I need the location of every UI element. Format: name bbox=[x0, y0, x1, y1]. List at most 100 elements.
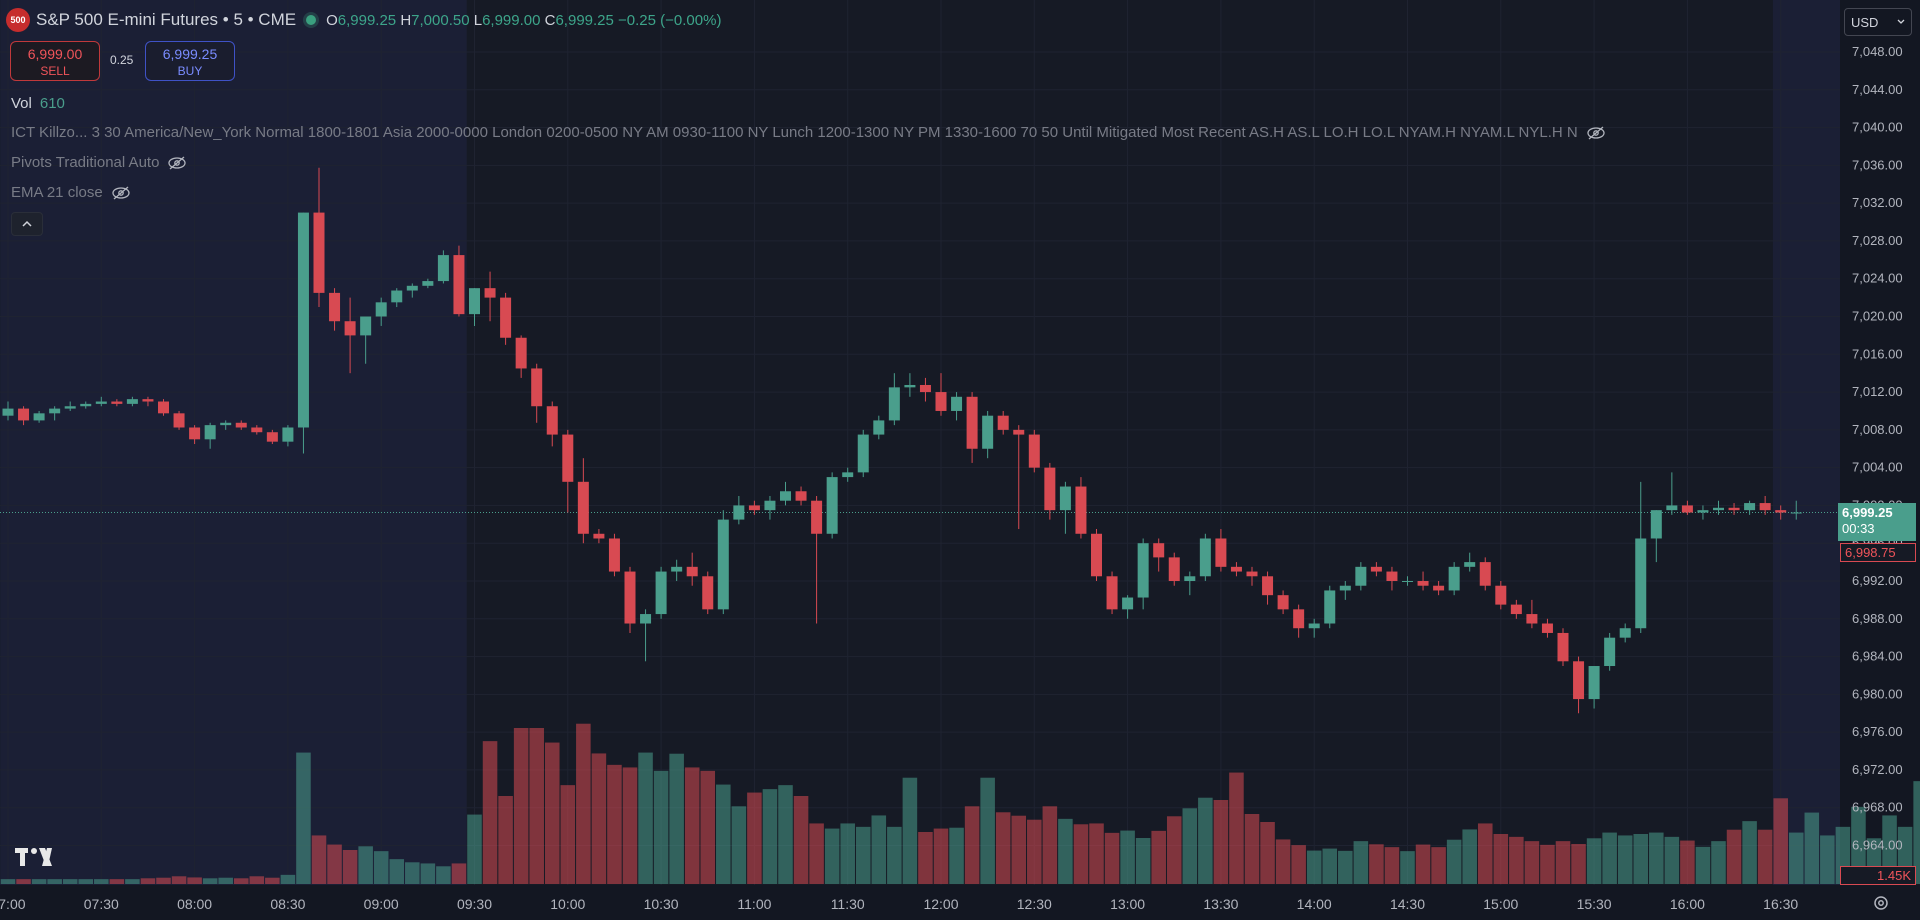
candle-body[interactable] bbox=[1106, 576, 1118, 610]
candle-body[interactable] bbox=[220, 422, 232, 426]
candle-body[interactable] bbox=[1339, 585, 1351, 591]
candle-body[interactable] bbox=[748, 505, 760, 511]
candle-body[interactable] bbox=[1681, 505, 1693, 513]
candle-body[interactable] bbox=[982, 415, 994, 449]
candle-body[interactable] bbox=[1759, 503, 1771, 511]
candle-body[interactable] bbox=[1526, 614, 1538, 624]
candle-body[interactable] bbox=[344, 321, 356, 336]
candle-body[interactable] bbox=[717, 519, 729, 610]
candle-body[interactable] bbox=[158, 401, 169, 414]
candle-body[interactable] bbox=[1153, 543, 1165, 558]
candle-body[interactable] bbox=[1417, 581, 1429, 586]
candle-body[interactable] bbox=[391, 290, 403, 303]
candle-body[interactable] bbox=[1091, 533, 1102, 577]
candle-body[interactable] bbox=[204, 425, 216, 440]
candle-body[interactable] bbox=[1604, 637, 1616, 667]
gear-icon[interactable] bbox=[1872, 894, 1890, 912]
collapse-indicators-button[interactable] bbox=[11, 212, 43, 236]
indicator-ict-killzones[interactable]: ICT Killzo... 3 30 America/New_York Norm… bbox=[11, 124, 1606, 141]
candle-body[interactable] bbox=[1199, 538, 1211, 577]
candle-body[interactable] bbox=[64, 406, 76, 409]
candle-body[interactable] bbox=[33, 413, 45, 421]
candle-body[interactable] bbox=[453, 255, 465, 315]
candle-body[interactable] bbox=[904, 384, 916, 388]
candle-body[interactable] bbox=[375, 302, 387, 317]
symbol-logo[interactable]: 500 bbox=[6, 8, 30, 32]
candle-body[interactable] bbox=[1277, 595, 1289, 610]
candle-body[interactable] bbox=[1355, 566, 1367, 586]
candle-body[interactable] bbox=[1713, 507, 1724, 511]
candle-body[interactable] bbox=[469, 288, 480, 315]
candle-body[interactable] bbox=[1697, 510, 1709, 513]
candle-body[interactable] bbox=[888, 387, 900, 421]
candle-body[interactable] bbox=[313, 212, 325, 293]
sell-button[interactable]: 6,999.00 SELL bbox=[10, 41, 100, 81]
candle-body[interactable] bbox=[562, 434, 574, 482]
candle-body[interactable] bbox=[49, 408, 61, 414]
candle-body[interactable] bbox=[655, 571, 667, 615]
candle-body[interactable] bbox=[1293, 609, 1305, 629]
candle-body[interactable] bbox=[1541, 623, 1553, 633]
candle-body[interactable] bbox=[1137, 543, 1149, 598]
candle-body[interactable] bbox=[1464, 562, 1476, 567]
candle-body[interactable] bbox=[857, 434, 869, 473]
candle-body[interactable] bbox=[873, 420, 885, 435]
candle-body[interactable] bbox=[826, 477, 838, 534]
candle-body[interactable] bbox=[733, 505, 745, 520]
candle-body[interactable] bbox=[1573, 661, 1585, 700]
candle-body[interactable] bbox=[1402, 581, 1413, 582]
candle-body[interactable] bbox=[1215, 538, 1227, 567]
candle-body[interactable] bbox=[329, 292, 341, 322]
symbol-title[interactable]: S&P 500 E-mini Futures • 5 • CME bbox=[36, 10, 297, 29]
candle-body[interactable] bbox=[1013, 429, 1025, 435]
hidden-eye-icon[interactable] bbox=[167, 156, 187, 170]
candle-body[interactable] bbox=[1744, 503, 1756, 511]
candle-body[interactable] bbox=[1122, 597, 1134, 610]
candle-body[interactable] bbox=[1324, 590, 1336, 624]
candle-body[interactable] bbox=[1075, 486, 1087, 534]
candle-body[interactable] bbox=[1230, 566, 1242, 572]
candle-body[interactable] bbox=[919, 384, 931, 393]
candle-body[interactable] bbox=[531, 368, 543, 407]
hidden-eye-icon[interactable] bbox=[1586, 126, 1606, 140]
candle-body[interactable] bbox=[966, 396, 978, 449]
candle-body[interactable] bbox=[1650, 510, 1662, 539]
candle-body[interactable] bbox=[297, 212, 309, 428]
hidden-eye-icon[interactable] bbox=[111, 186, 131, 200]
candle-body[interactable] bbox=[1184, 576, 1196, 581]
indicator-ema[interactable]: EMA 21 close bbox=[11, 184, 131, 201]
candle-body[interactable] bbox=[1386, 571, 1398, 581]
candle-body[interactable] bbox=[1635, 538, 1647, 629]
candle-body[interactable] bbox=[235, 422, 247, 428]
candle-body[interactable] bbox=[593, 533, 605, 539]
candle-body[interactable] bbox=[1588, 666, 1600, 700]
candle-body[interactable] bbox=[702, 576, 714, 610]
candle-body[interactable] bbox=[811, 500, 823, 534]
candle-body[interactable] bbox=[1510, 604, 1522, 615]
candle-body[interactable] bbox=[608, 538, 620, 572]
candle-body[interactable] bbox=[484, 288, 496, 298]
candle-body[interactable] bbox=[686, 566, 698, 577]
candle-body[interactable] bbox=[437, 255, 449, 282]
candle-body[interactable] bbox=[189, 427, 201, 440]
candle-body[interactable] bbox=[951, 396, 963, 411]
candle-body[interactable] bbox=[842, 472, 854, 478]
buy-button[interactable]: 6,999.25 BUY bbox=[145, 41, 235, 81]
candle-body[interactable] bbox=[780, 491, 791, 501]
candle-body[interactable] bbox=[546, 406, 558, 435]
candle-body[interactable] bbox=[1775, 510, 1787, 513]
candle-body[interactable] bbox=[640, 614, 652, 624]
candle-body[interactable] bbox=[795, 491, 807, 501]
candle-body[interactable] bbox=[1308, 623, 1320, 629]
currency-select[interactable]: USD bbox=[1844, 8, 1912, 36]
candle-body[interactable] bbox=[1433, 585, 1445, 591]
candle-body[interactable] bbox=[1246, 571, 1258, 577]
candle-body[interactable] bbox=[935, 392, 947, 411]
candle-body[interactable] bbox=[624, 571, 636, 624]
candle-body[interactable] bbox=[500, 297, 512, 338]
candle-body[interactable] bbox=[1728, 507, 1740, 511]
candle-body[interactable] bbox=[422, 281, 434, 286]
candle-body[interactable] bbox=[997, 415, 1009, 430]
candle-body[interactable] bbox=[764, 500, 776, 511]
